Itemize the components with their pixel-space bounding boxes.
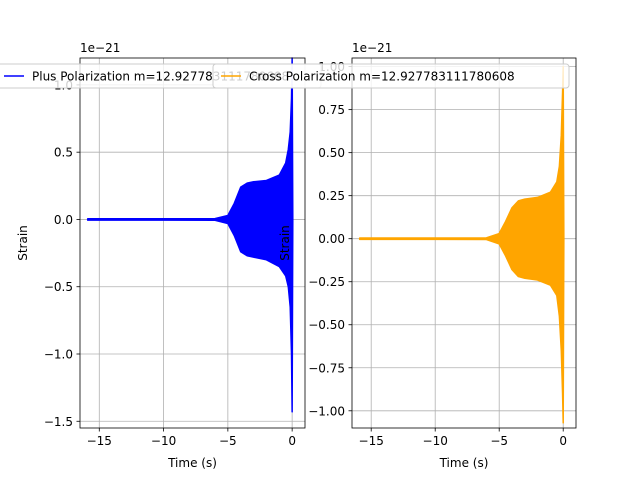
y-offset-text: 1e−21 [80,41,120,55]
x-axis-label: Time (s) [439,456,489,470]
x-tick-label: −5 [219,434,237,448]
subplot-right: −15 −10 −5 0 −1.00 −0.75 −0.50 −0.25 0.00 0.25 0.5… [278,41,577,470]
series-left-0-waveform [86,57,294,413]
y-tick-label: −0.5 [44,280,73,294]
x-tick-label: 0 [288,434,296,448]
y-tick-label: 0.50 [318,146,345,160]
y-tick-label: −1.0 [44,348,73,362]
axes-frame-right [351,57,577,429]
x-tick-label: 0 [559,434,567,448]
y-axis-label: Strain [278,225,292,261]
y-tick-label: −0.25 [308,275,345,289]
y-tick-label: −0.75 [308,361,345,375]
axes-frame-left [79,57,306,429]
x-tick-label: −5 [490,434,508,448]
x-tick-label: −10 [151,434,176,448]
x-axis-label: Time (s) [167,456,217,470]
x-tick-label: −10 [423,434,448,448]
y-tick-label: −1.00 [308,404,345,418]
legend-right: Cross Polarization m=12.927783111780608 [212,63,570,89]
y-tick-label: −1.5 [44,415,73,429]
legend-label: Cross Polarization m=12.927783111780608 [249,70,515,84]
y-tick-label: −0.50 [308,318,345,332]
series-right-0-waveform [358,65,565,424]
y-axis-label: Strain [16,225,30,261]
y-tick-label: 0.5 [54,146,73,160]
y-tick-label: 0.00 [318,232,345,246]
y-tick-label: 0.25 [318,189,345,203]
legend-frame [212,63,570,89]
y-tick-label: 0.75 [318,103,345,117]
x-tick-label: −15 [87,434,112,448]
x-tick-label: −15 [359,434,384,448]
y-tick-label: 0.0 [54,213,73,227]
y-offset-text: 1e−21 [352,41,392,55]
